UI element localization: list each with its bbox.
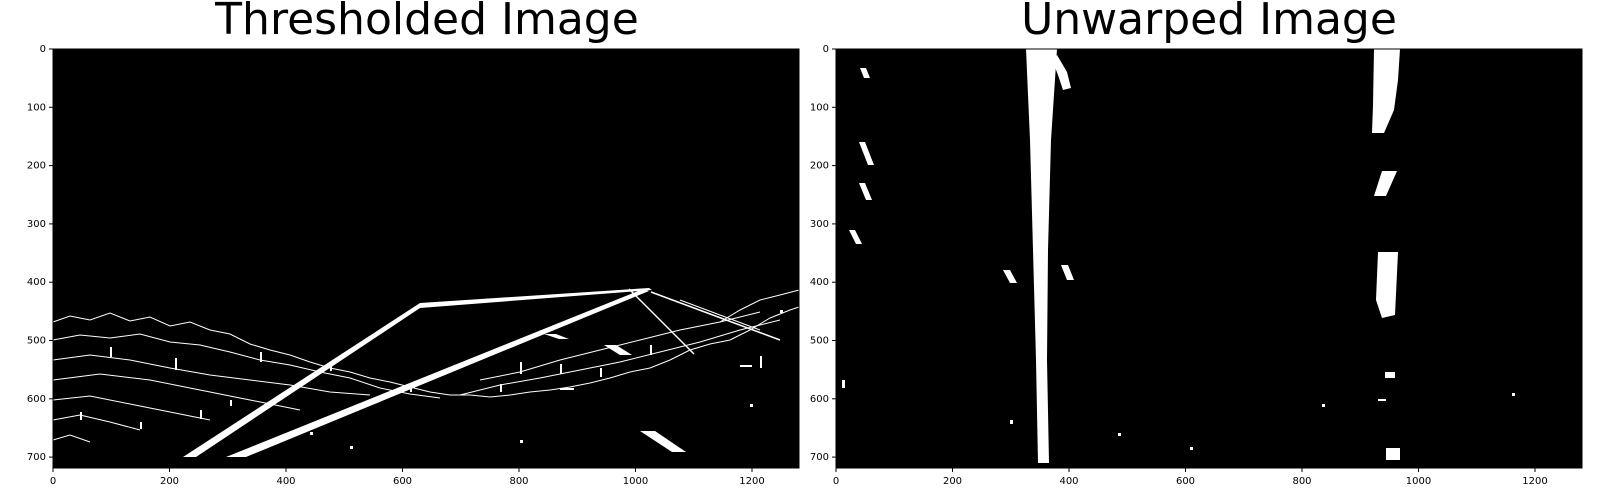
unwarped-y-tick-labels: 0 100 200 300 400 500 600 700 <box>810 44 829 463</box>
tick-label: 200 <box>160 476 179 487</box>
unwarped-image-panel: 0 200 400 600 800 1000 1200 0 100 200 30… <box>810 44 1583 487</box>
unwarped-left-lane <box>1026 49 1057 463</box>
unwarped-axes-frame <box>835 48 1583 469</box>
tick-label: 1000 <box>1406 476 1431 487</box>
thresholded-image-panel: 0 200 400 600 800 1000 1200 0 100 200 30… <box>27 44 800 487</box>
tick-label: 0 <box>50 476 56 487</box>
tick-label: 600 <box>27 394 46 405</box>
horizon-clutter <box>52 289 800 443</box>
tick-label: 1000 <box>623 476 648 487</box>
panel-title-thresholded: Thresholded Image <box>215 0 639 45</box>
tick-label: 500 <box>810 336 829 347</box>
tick-label: 100 <box>810 102 829 113</box>
tick-label: 400 <box>27 277 46 288</box>
unwarped-y-ticks <box>832 48 836 458</box>
unwarped-image <box>836 49 1582 468</box>
unwarped-left-specks <box>842 68 1515 450</box>
right-lane-dash <box>640 431 686 452</box>
tick-label: 800 <box>509 476 528 487</box>
tick-label: 0 <box>833 476 839 487</box>
tick-label: 300 <box>27 219 46 230</box>
thresholded-y-tick-labels: 0 100 200 300 400 500 600 700 <box>27 44 46 463</box>
unwarped-right-lane-segments <box>1372 49 1400 460</box>
panel-title-unwarped: Unwarped Image <box>1021 0 1397 45</box>
thresholded-axes-frame <box>52 48 800 469</box>
tick-label: 800 <box>1292 476 1311 487</box>
unwarped-x-tick-labels: 0 200 400 600 800 1000 1200 <box>833 476 1548 487</box>
tick-label: 700 <box>27 452 46 463</box>
tick-label: 200 <box>27 161 46 172</box>
tick-label: 500 <box>27 336 46 347</box>
tick-label: 600 <box>393 476 412 487</box>
thresholded-x-ticks <box>52 468 753 472</box>
thresholded-image <box>53 49 799 468</box>
tick-label: 1200 <box>1522 476 1547 487</box>
tick-label: 200 <box>943 476 962 487</box>
edge-specks <box>80 310 783 449</box>
thresholded-edges <box>52 288 800 457</box>
thresholded-x-tick-labels: 0 200 400 600 800 1000 1200 <box>50 476 765 487</box>
tick-label: 600 <box>1176 476 1195 487</box>
tick-label: 400 <box>1059 476 1078 487</box>
unwarped-edges <box>842 49 1515 463</box>
tick-label: 200 <box>810 161 829 172</box>
thresholded-y-ticks <box>49 48 53 458</box>
tick-label: 300 <box>810 219 829 230</box>
tick-label: 700 <box>810 452 829 463</box>
tick-label: 1200 <box>739 476 764 487</box>
unwarped-x-ticks <box>835 468 1536 472</box>
tick-label: 400 <box>810 277 829 288</box>
tick-label: 400 <box>276 476 295 487</box>
tick-label: 600 <box>810 394 829 405</box>
tick-label: 0 <box>40 44 46 55</box>
tick-label: 0 <box>823 44 829 55</box>
tick-label: 100 <box>27 102 46 113</box>
